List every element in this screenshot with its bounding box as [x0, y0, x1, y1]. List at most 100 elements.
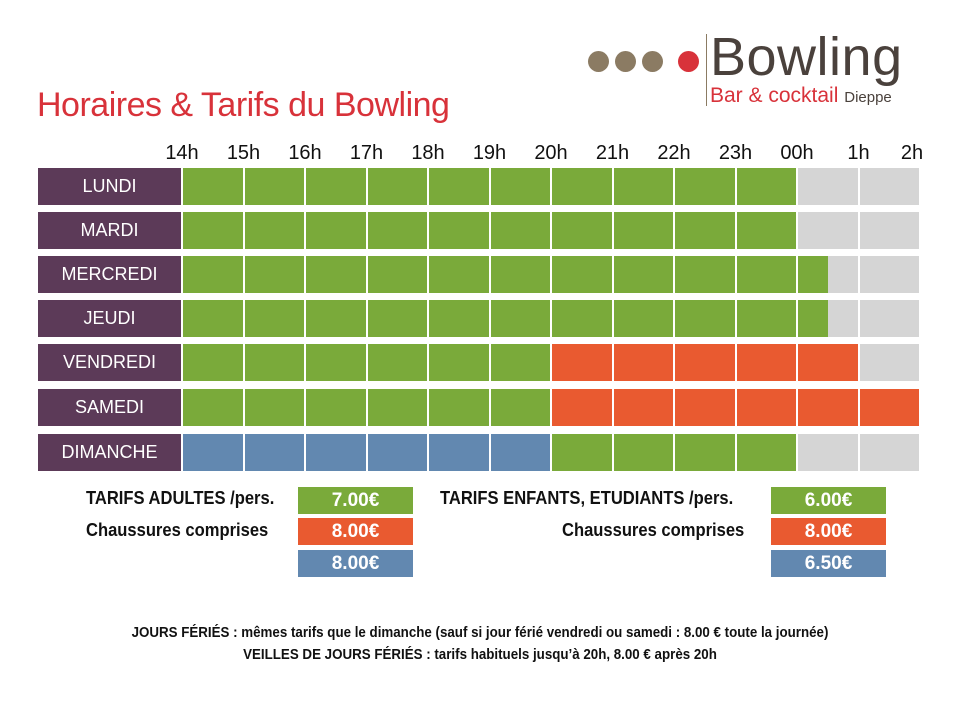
day-label: MERCREDI: [38, 256, 181, 293]
ball-icon: [588, 51, 609, 72]
schedule-cell: [675, 256, 735, 293]
schedule-cell: [306, 300, 366, 337]
schedule-cell: [367, 300, 427, 337]
schedule-cell: [367, 212, 427, 249]
schedule-cell: [183, 168, 243, 205]
red-ball-icon: [678, 51, 699, 72]
schedule-cell: [552, 168, 612, 205]
child-price-blue: 6.50€: [771, 550, 886, 577]
schedule-cell: [613, 300, 673, 337]
schedule-cell: [429, 389, 489, 426]
logo-subtitle: Bar & cocktail Dieppe: [710, 84, 892, 108]
day-label: VENDREDI: [38, 344, 181, 381]
schedule-cell: [490, 344, 550, 381]
schedule-cell: [613, 256, 673, 293]
logo-brand: Bowling: [710, 27, 903, 87]
day-label: DIMANCHE: [38, 434, 181, 471]
schedule-cell: [675, 168, 735, 205]
child-price-green: 6.00€: [771, 487, 886, 514]
schedule-cell: [736, 256, 796, 293]
schedule-cell: [675, 389, 735, 426]
schedule-cell: [306, 212, 366, 249]
schedule-cell: [490, 434, 550, 471]
ball-icon: [615, 51, 636, 72]
day-label: JEUDI: [38, 300, 181, 337]
hour-label: 23h: [718, 142, 753, 164]
day-label: LUNDI: [38, 168, 181, 205]
schedule-cell: [244, 212, 304, 249]
schedule-cell: [736, 434, 796, 471]
schedule-cell: [429, 212, 489, 249]
holiday-eve-note: VEILLES DE JOURS FÉRIÉS : tarifs habitue…: [243, 647, 717, 663]
child-tariff-label: TARIFS ENFANTS, ETUDIANTS /pers.: [440, 488, 734, 508]
schedule-cell: [736, 300, 796, 337]
schedule-cell: [429, 434, 489, 471]
schedule-cell: [798, 434, 858, 471]
hour-label: 21h: [595, 142, 630, 164]
schedule-cell: [367, 344, 427, 381]
schedule-cell: [798, 256, 858, 293]
schedule-cell: [306, 256, 366, 293]
schedule-cell: [552, 389, 612, 426]
schedule-cell: [613, 344, 673, 381]
schedule-cell: [552, 434, 612, 471]
schedule-cell: [490, 389, 550, 426]
schedule-cell: [552, 300, 612, 337]
schedule-cell: [183, 344, 243, 381]
bowling-logo: Bowling Bar & cocktail Dieppe: [588, 27, 928, 114]
hour-label: 20h: [534, 142, 568, 164]
schedule-cell: [244, 389, 304, 426]
schedule-cell: [306, 344, 366, 381]
schedule-cell: [859, 434, 919, 471]
schedule-cell: [183, 212, 243, 249]
schedule-cell: [552, 212, 612, 249]
schedule-cell: [367, 389, 427, 426]
schedule-cell: [183, 434, 243, 471]
schedule-cell: [490, 300, 550, 337]
schedule-cell: [859, 168, 919, 205]
day-label: SAMEDI: [38, 389, 181, 426]
schedule-cell: [490, 256, 550, 293]
schedule-cell: [244, 256, 304, 293]
schedule-cell: [798, 389, 858, 426]
schedule-cell: [736, 212, 796, 249]
hour-label: 14h: [165, 142, 199, 164]
schedule-cell: [244, 300, 304, 337]
schedule-cell: [367, 256, 427, 293]
schedule-cell: [367, 168, 427, 205]
schedule-cell: [798, 300, 858, 337]
schedule-cell: [613, 168, 673, 205]
schedule-cell: [306, 434, 366, 471]
schedule-cell: [306, 389, 366, 426]
schedule-cell: [859, 300, 919, 337]
schedule-cell: [367, 434, 427, 471]
hour-label: 00h: [780, 142, 814, 164]
schedule-cell: [183, 300, 243, 337]
schedule-cell: [552, 344, 612, 381]
schedule-cell: [859, 344, 919, 381]
day-label: MARDI: [38, 212, 181, 249]
adult-shoes-label: Chaussures comprises: [86, 520, 269, 540]
adult-price-blue: 8.00€: [298, 550, 413, 577]
schedule-cell: [798, 212, 858, 249]
schedule-cell: [613, 434, 673, 471]
schedule-cell: [552, 256, 612, 293]
logo-divider: [706, 34, 707, 106]
child-shoes-label: Chaussures comprises: [562, 520, 745, 540]
schedule-cell: [859, 212, 919, 249]
schedule-cell: [675, 212, 735, 249]
schedule-cell: [429, 300, 489, 337]
adult-price-red: 8.00€: [298, 518, 413, 545]
schedule-cell: [183, 389, 243, 426]
schedule-cell: [429, 344, 489, 381]
schedule-cell: [675, 434, 735, 471]
schedule-cell: [490, 168, 550, 205]
adult-price-green: 7.00€: [298, 487, 413, 514]
page-title: Horaires & Tarifs du Bowling: [37, 86, 450, 124]
hour-label: 15h: [226, 142, 261, 164]
hour-label: 17h: [349, 142, 384, 164]
hour-label: 2h: [900, 142, 924, 164]
schedule-cell: [798, 344, 858, 381]
ball-icon: [642, 51, 663, 72]
